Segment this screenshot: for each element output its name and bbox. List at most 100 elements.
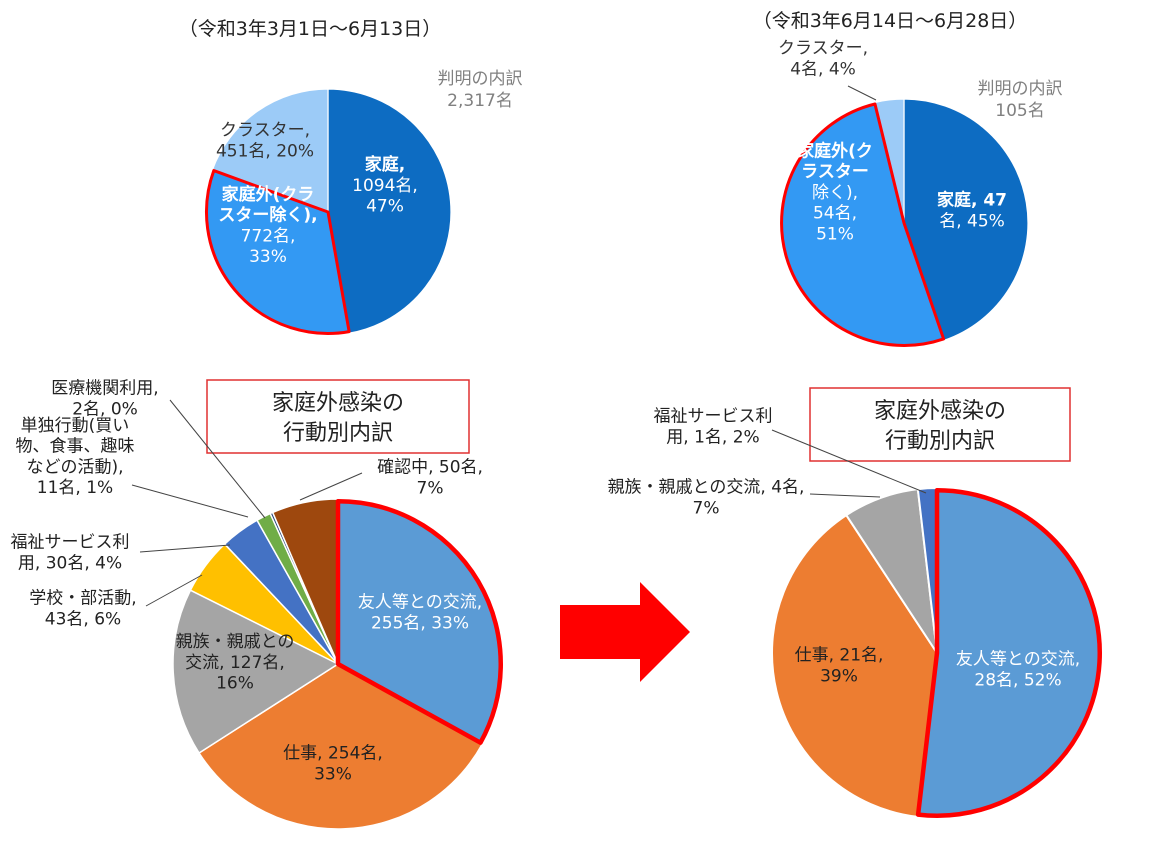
data-label-0: 家庭, 1094名, 47% <box>352 154 418 216</box>
data-label-2: 親族・親戚との交流, 4名, 7% <box>608 478 805 519</box>
total-label-line-1: 判明の内訳 <box>438 69 523 89</box>
data-label-0: 友人等との交流, 28名, 52% <box>956 650 1080 691</box>
leader-line <box>299 472 363 501</box>
data-label-line: 単独行動(買い <box>21 416 130 436</box>
leader-line <box>847 85 877 101</box>
total-label-line-2: 105名 <box>995 101 1044 121</box>
data-label-4: 福祉サービス利用, 30名, 4% <box>11 533 130 574</box>
data-label-1: 仕事, 254名, 33% <box>283 744 383 785</box>
data-label-line: 33% <box>249 247 287 267</box>
leader-line <box>809 493 881 498</box>
data-label-line: 仕事, 21名, <box>795 646 884 666</box>
total-label-line-2: 2,317名 <box>447 91 513 111</box>
data-label-line: 451名, 20% <box>216 141 314 161</box>
leader-line <box>131 484 249 518</box>
data-label-line: 用, 1名, 2% <box>666 427 759 447</box>
data-label-1: 仕事, 21名, 39% <box>795 646 884 687</box>
data-label-line: 51% <box>816 224 854 244</box>
title-box <box>809 387 1071 462</box>
chart-title-period-1: （令和3年3月1日～6月13日） <box>179 18 442 40</box>
data-label-line: 名, 45% <box>939 211 1005 231</box>
data-label-line: 43名, 6% <box>45 609 121 629</box>
pie-slice---2 <box>211 88 329 213</box>
title-line-2: 行動別内訳 <box>885 429 995 454</box>
data-label-line: 7% <box>693 498 720 518</box>
data-label-line: 家庭外(ク <box>797 140 873 161</box>
data-label-line: 用, 30名, 4% <box>18 553 122 573</box>
data-label-0: 友人等との交流, 255名, 33% <box>358 593 482 634</box>
pie-slices: 友人等との交流, 28名, 52% 仕事, 21名, 39% 親族・親戚との交流, 4名… <box>608 407 1103 819</box>
data-label-line: 学校・部活動, <box>29 589 136 609</box>
data-label-line: 39% <box>820 666 858 686</box>
data-label-line: 772名, <box>241 226 296 246</box>
chart-title-period-2: （令和3年6月14日～6月28日） <box>753 10 1028 32</box>
data-label-1: 家庭外(クラスター除く), 54名, 51% <box>797 140 873 244</box>
data-label-5: 単独行動(買い物、食事、趣味などの活動), 11名, 1% <box>16 416 135 498</box>
data-label-line: 福祉サービス利 <box>654 407 773 427</box>
data-label-line: 親族・親戚との <box>176 632 295 652</box>
data-label-2: クラスター, 4名, 4% <box>778 39 868 80</box>
data-label-line: 福祉サービス利 <box>11 533 130 553</box>
total-label-line-1: 判明の内訳 <box>978 79 1063 99</box>
data-label-line: 33% <box>314 764 352 784</box>
leader-line <box>139 544 231 553</box>
data-label-1: 家庭外(クラスター除く), 772名, 33% <box>218 184 317 267</box>
data-label-line: 16% <box>216 674 254 694</box>
data-label-line: 医療機関利用, <box>51 379 158 399</box>
data-label-line: クラスター, <box>220 121 310 141</box>
title-box <box>206 379 470 454</box>
leader-line <box>169 399 266 519</box>
data-label-line: 家庭, 47 <box>937 190 1007 211</box>
data-label-line: ラスター <box>801 162 869 182</box>
data-label-line: 除く), <box>812 183 858 203</box>
data-label-line: 交流, 127名, <box>185 653 285 673</box>
data-label-3: 学校・部活動, 43名, 6% <box>29 589 136 630</box>
pie-slices: 家庭, 1094名, 47%家庭外(クラスター除く), 772名, 33%クラスター, 4… <box>204 88 452 336</box>
pie-slices: 友人等との交流, 255名, 33% 仕事, 254名, 33% 親族・親戚との交流, … <box>11 379 504 830</box>
pie-slice---1 <box>779 101 945 348</box>
pie-slices: 家庭, 47 名, 45% 家庭外(クラスター除く), 54名, 51% クラスター, 4名… <box>778 39 1029 348</box>
data-label-line: 1094名, <box>352 176 418 196</box>
data-label-line: 仕事, 254名, <box>283 744 383 764</box>
title-line-1: 家庭外感染の <box>874 399 1006 424</box>
data-label-3: 福祉サービス利用, 1名, 2% <box>654 407 773 448</box>
highlight-outline <box>335 499 503 745</box>
data-label-line: 47% <box>366 197 404 217</box>
data-label-6: 医療機関利用, 2名, 0% <box>51 379 158 420</box>
data-label-line: 28名, 52% <box>974 670 1061 690</box>
pie-chart-outside-home-1: 家庭外感染の 行動別内訳 友人等との交流, 255名, 33% 仕事, 254名, 3… <box>11 379 504 830</box>
data-label-2: 親族・親戚との交流, 127名, 16% <box>176 632 295 693</box>
data-label-line: 確認中, 50名, <box>377 458 483 478</box>
pie-slice---7 <box>271 498 339 665</box>
data-label-0: 家庭, 47 名, 45% <box>937 190 1007 232</box>
data-label-line: 7% <box>417 478 444 498</box>
data-label-7: 確認中, 50名, 7% <box>377 458 483 499</box>
data-label-line: 家庭, <box>365 154 405 175</box>
data-label-line: 2名, 0% <box>72 399 138 419</box>
highlight-outline <box>205 169 351 335</box>
data-label-line: スター除く), <box>218 205 317 226</box>
arrow-right-icon <box>560 582 690 682</box>
pie-slice---0 <box>903 98 1029 341</box>
leader-line <box>145 574 203 607</box>
data-label-line: 友人等との交流, <box>358 593 482 613</box>
data-label-line: 物、食事、趣味 <box>16 437 135 457</box>
data-label-line: 4名, 4% <box>790 59 856 79</box>
title-line-1: 家庭外感染の <box>272 391 404 416</box>
pie-chart-period-2: （令和3年6月14日～6月28日） 判明の内訳 105名 家庭, 47 名, 45… <box>753 10 1063 348</box>
pie-chart-period-1: （令和3年3月1日～6月13日） 判明の内訳 2,317名 家庭, 1094名, 4… <box>179 18 523 336</box>
data-label-line: 54名, <box>813 204 857 224</box>
data-label-line: 親族・親戚との交流, 4名, <box>608 478 805 498</box>
data-label-2: クラスター, 451名, 20% <box>216 121 314 162</box>
data-label-line: 11名, 1% <box>37 478 113 498</box>
leader-line <box>771 429 927 494</box>
pie-chart-outside-home-2: 家庭外感染の 行動別内訳 友人等との交流, 28名, 52% 仕事, 21名, 39%… <box>608 387 1103 819</box>
data-label-line: などの活動), <box>26 457 123 477</box>
highlight-outline <box>915 488 1102 818</box>
pie-slice---0 <box>327 88 452 334</box>
data-label-line: 家庭外(クラ <box>222 184 315 205</box>
highlight-outline <box>780 102 946 347</box>
title-line-2: 行動別内訳 <box>283 421 393 446</box>
pie-slice---2 <box>172 589 339 754</box>
